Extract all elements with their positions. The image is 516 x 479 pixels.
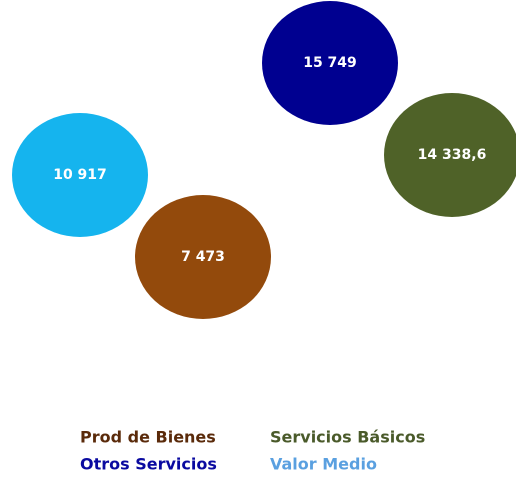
data-label: 14 338,6 bbox=[418, 147, 487, 163]
bubble bbox=[384, 93, 516, 217]
data-label: 7 473 bbox=[181, 249, 225, 265]
data-label: 15 749 bbox=[303, 55, 357, 71]
data-label: 10 917 bbox=[53, 167, 107, 183]
legend-label: Valor Medio bbox=[270, 455, 377, 474]
legend-label: Servicios Básicos bbox=[270, 428, 425, 447]
legend-label: Otros Servicios bbox=[80, 455, 217, 474]
legend-label: Prod de Bienes bbox=[80, 428, 216, 447]
bubble bbox=[135, 195, 271, 319]
bubble bbox=[12, 113, 148, 237]
bubble bbox=[262, 1, 398, 125]
